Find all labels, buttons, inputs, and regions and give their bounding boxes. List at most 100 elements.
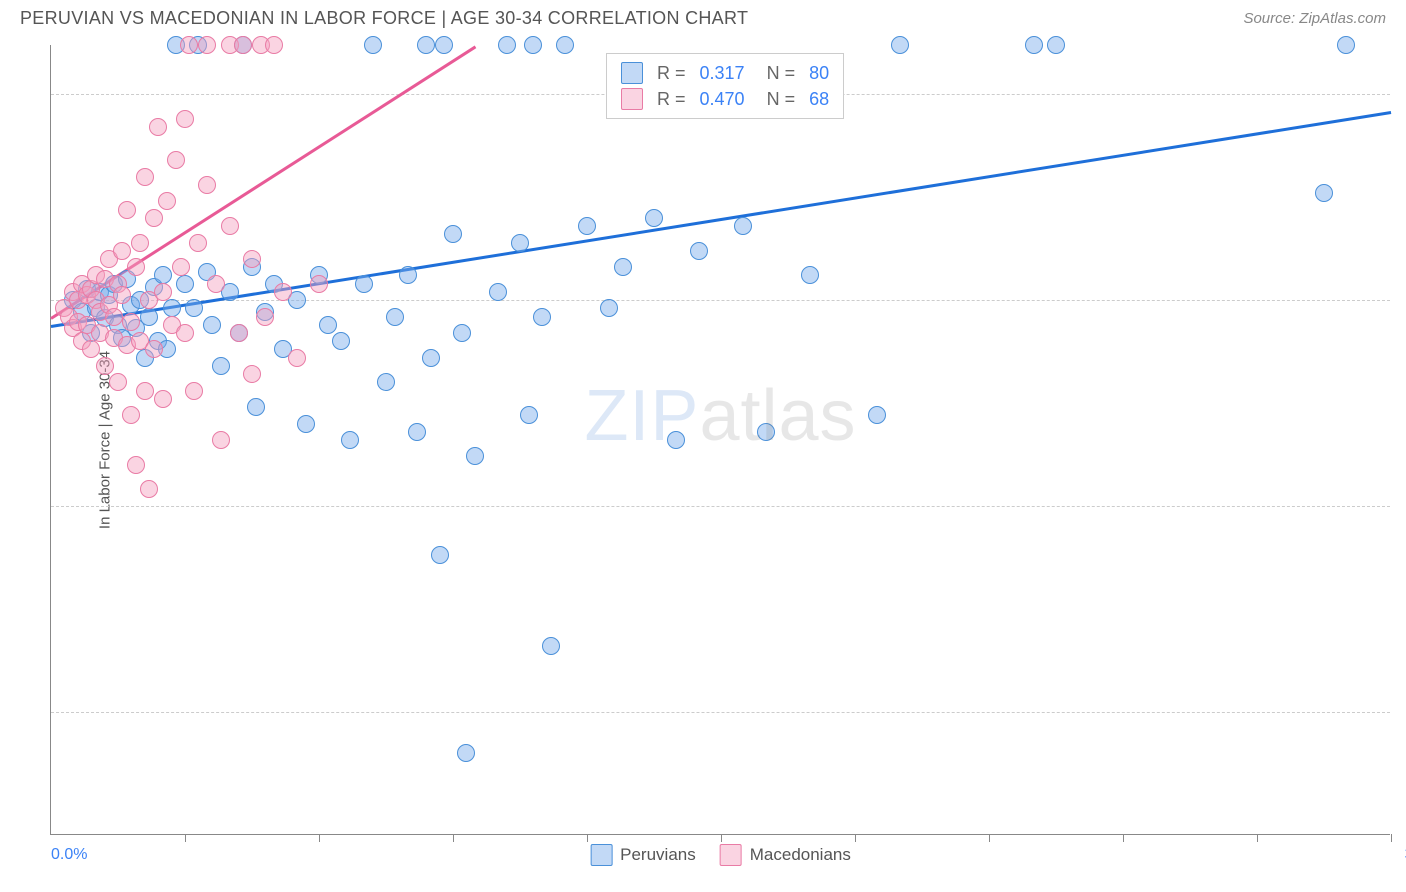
x-tick (319, 834, 320, 842)
legend-label-macedonians: Macedonians (750, 845, 851, 865)
data-point (332, 332, 350, 350)
data-point (140, 480, 158, 498)
stat-n-value-peruvians: 80 (809, 63, 829, 84)
watermark: ZIPatlas (584, 375, 856, 457)
data-point (212, 357, 230, 375)
data-point (136, 168, 154, 186)
data-point (127, 456, 145, 474)
data-point (176, 110, 194, 128)
data-point (297, 415, 315, 433)
data-point (511, 234, 529, 252)
data-point (247, 398, 265, 416)
data-point (734, 217, 752, 235)
data-point (355, 275, 373, 293)
data-point (221, 217, 239, 235)
data-point (189, 234, 207, 252)
y-tick-label: 75.0% (1400, 497, 1406, 515)
data-point (265, 36, 283, 54)
data-point (498, 36, 516, 54)
data-point (453, 324, 471, 342)
data-point (256, 308, 274, 326)
data-point (96, 357, 114, 375)
data-point (288, 349, 306, 367)
data-point (140, 308, 158, 326)
data-point (176, 275, 194, 293)
data-point (105, 308, 123, 326)
data-point (145, 340, 163, 358)
data-point (154, 283, 172, 301)
data-point (1047, 36, 1065, 54)
chart-title: PERUVIAN VS MACEDONIAN IN LABOR FORCE | … (20, 8, 748, 29)
data-point (520, 406, 538, 424)
data-point (667, 431, 685, 449)
data-point (533, 308, 551, 326)
data-point (243, 365, 261, 383)
data-point (377, 373, 395, 391)
data-point (180, 36, 198, 54)
watermark-atlas: atlas (699, 376, 856, 456)
data-point (408, 423, 426, 441)
stat-n-label: N = (767, 63, 796, 84)
data-point (645, 209, 663, 227)
data-point (234, 36, 252, 54)
legend-label-peruvians: Peruvians (620, 845, 696, 865)
data-point (127, 258, 145, 276)
data-point (185, 299, 203, 317)
data-point (122, 406, 140, 424)
data-point (542, 637, 560, 655)
x-tick (453, 834, 454, 842)
data-point (600, 299, 618, 317)
data-point (172, 258, 190, 276)
data-point (364, 36, 382, 54)
data-point (801, 266, 819, 284)
data-point (422, 349, 440, 367)
swatch-macedonians (621, 88, 643, 110)
data-point (109, 373, 127, 391)
data-point (154, 266, 172, 284)
stat-r-value-peruvians: 0.317 (700, 63, 745, 84)
data-point (149, 118, 167, 136)
data-point (341, 431, 359, 449)
data-point (578, 217, 596, 235)
x-tick (989, 834, 990, 842)
grid-line (51, 506, 1390, 507)
data-point (386, 308, 404, 326)
data-point (167, 151, 185, 169)
data-point (614, 258, 632, 276)
stat-r-label: R = (657, 63, 686, 84)
y-tick-label: 87.5% (1400, 291, 1406, 309)
data-point (457, 744, 475, 762)
x-axis-min-label: 0.0% (51, 846, 87, 864)
data-point (243, 250, 261, 268)
x-tick (1391, 834, 1392, 842)
data-point (891, 36, 909, 54)
legend-item-macedonians: Macedonians (720, 844, 851, 866)
data-point (185, 382, 203, 400)
swatch-peruvians (621, 62, 643, 84)
x-tick (855, 834, 856, 842)
data-point (274, 283, 292, 301)
data-point (757, 423, 775, 441)
data-point (113, 242, 131, 260)
data-point (136, 382, 154, 400)
data-point (158, 192, 176, 210)
data-point (198, 176, 216, 194)
data-point (319, 316, 337, 334)
stat-r-value-macedonians: 0.470 (700, 89, 745, 110)
stat-n-label: N = (767, 89, 796, 110)
data-point (212, 431, 230, 449)
x-tick (1123, 834, 1124, 842)
legend-item-peruvians: Peruvians (590, 844, 696, 866)
data-point (1315, 184, 1333, 202)
data-point (466, 447, 484, 465)
stat-r-label: R = (657, 89, 686, 110)
y-tick-label: 100.0% (1400, 85, 1406, 103)
data-point (207, 275, 225, 293)
data-point (203, 316, 221, 334)
data-point (417, 36, 435, 54)
data-point (163, 299, 181, 317)
data-point (118, 201, 136, 219)
data-point (868, 406, 886, 424)
data-point (431, 546, 449, 564)
source-attribution: Source: ZipAtlas.com (1243, 10, 1386, 27)
